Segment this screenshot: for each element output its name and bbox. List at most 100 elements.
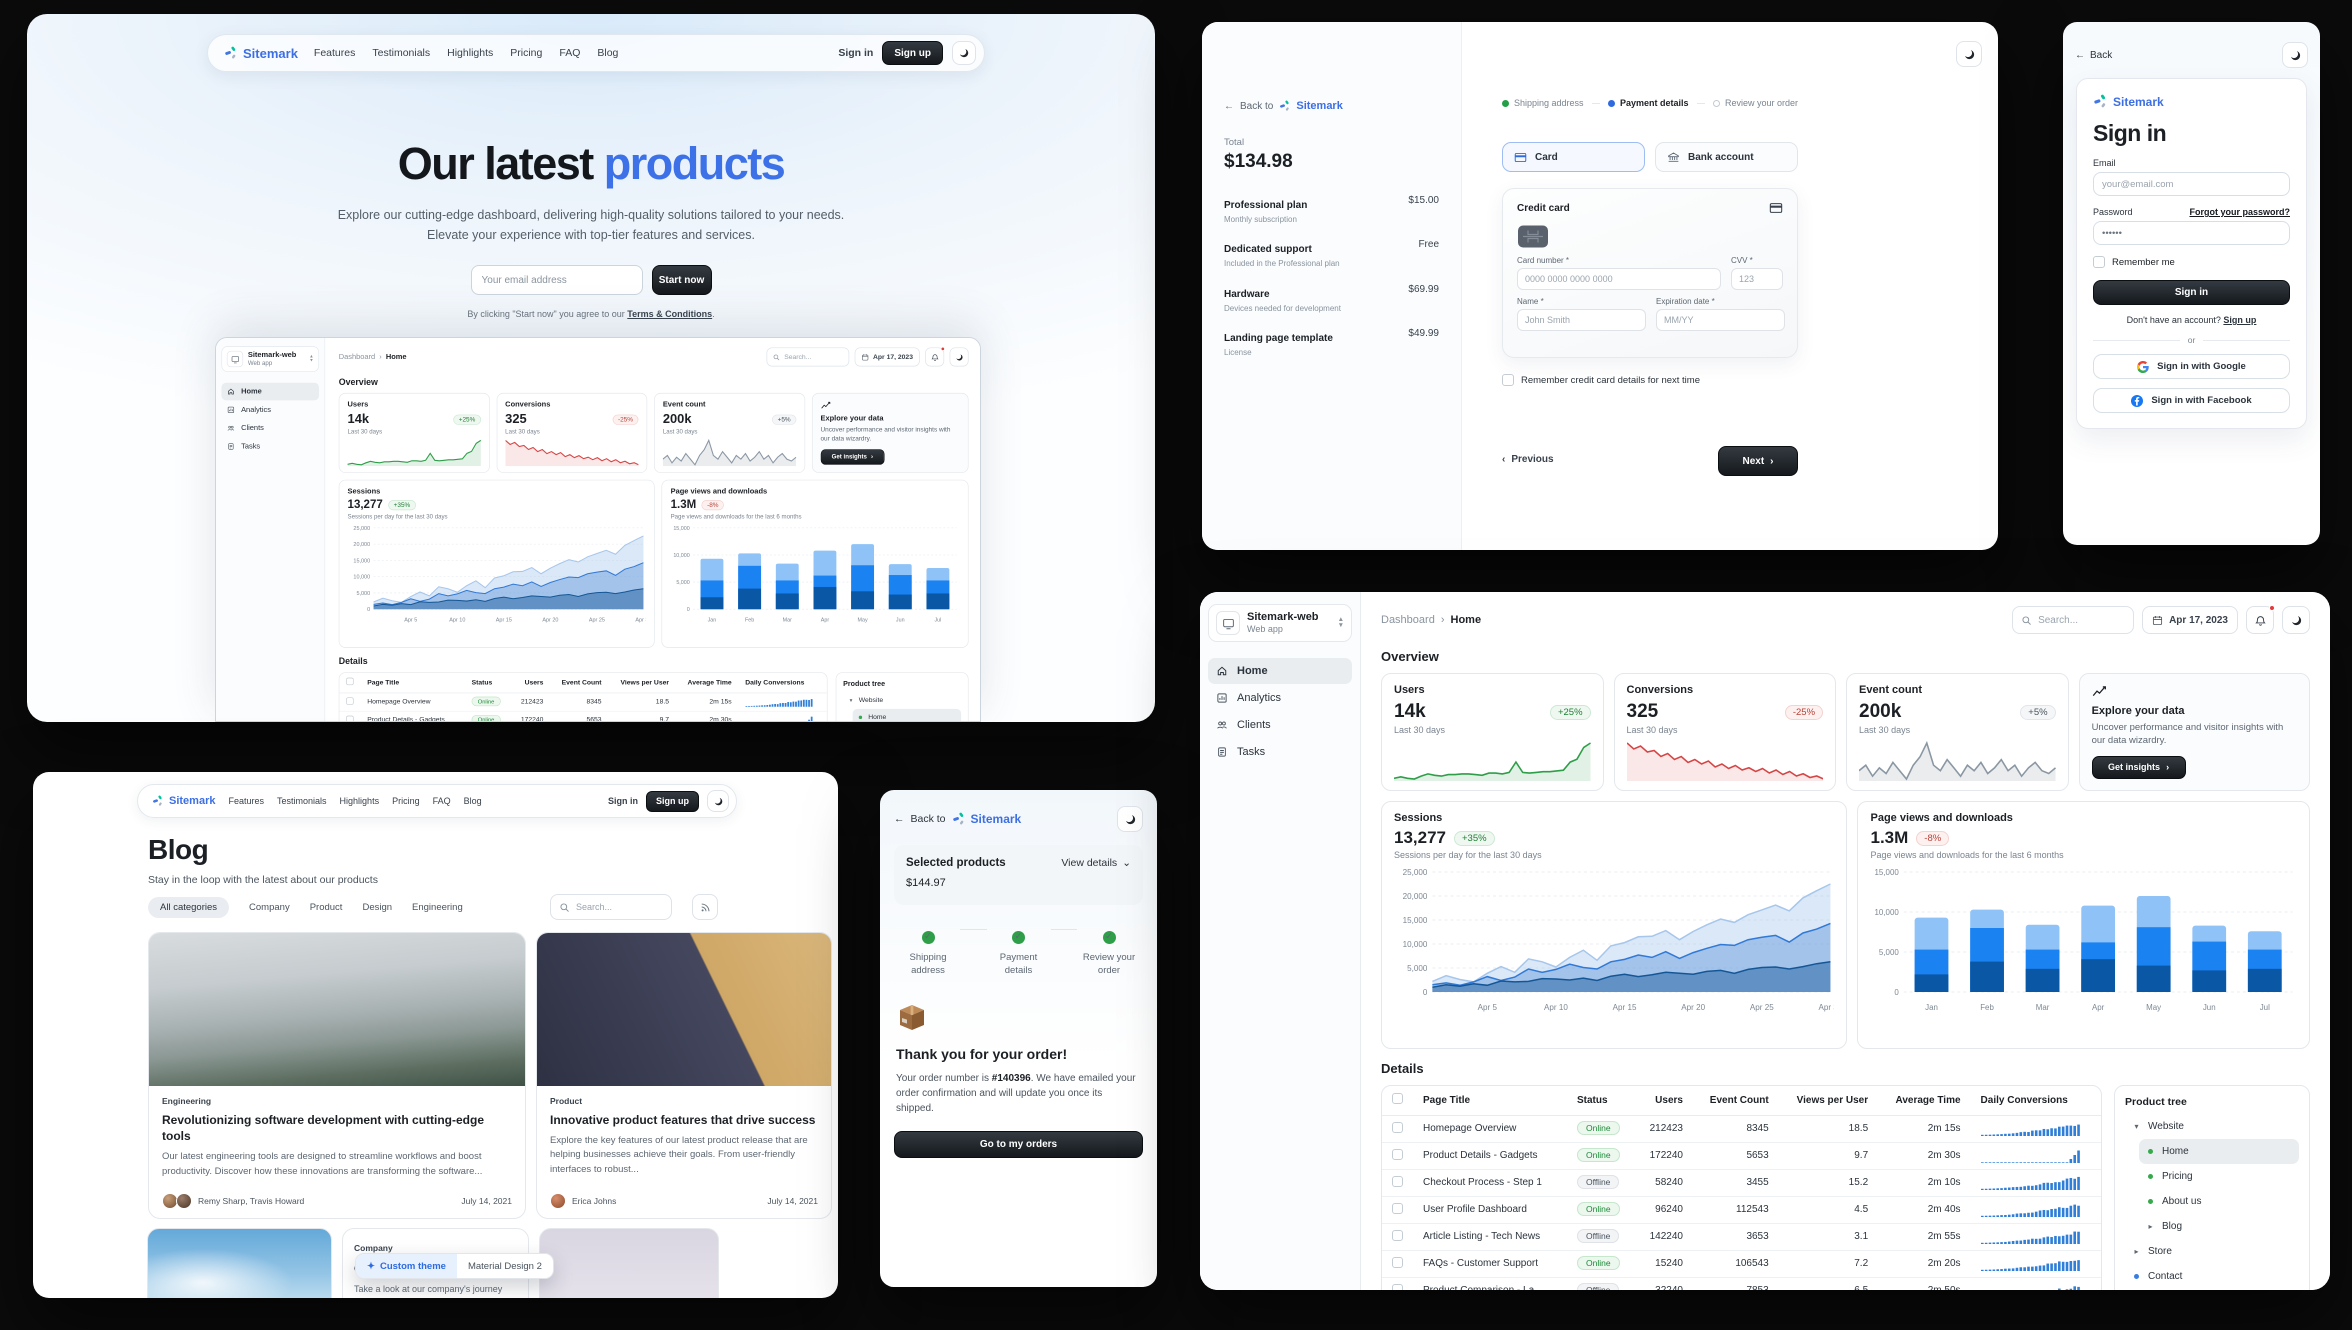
blog-post-card[interactable]: Engineering Revolutionizing software dev…	[148, 932, 526, 1219]
payment-method-card[interactable]: Card	[1502, 142, 1645, 172]
row-checkbox[interactable]	[1392, 1202, 1403, 1214]
table-row[interactable]: Homepage Overview Online 212423 8345 18.5 2m …	[339, 692, 827, 712]
tree-item-contact[interactable]: Contact	[2125, 1264, 2299, 1289]
date-picker-button[interactable]: Apr 17, 2023	[2142, 606, 2238, 634]
select-all-checkbox[interactable]	[346, 677, 354, 686]
dark-mode-toggle[interactable]	[2282, 606, 2310, 634]
previous-button[interactable]: ‹ Previous	[1502, 454, 1554, 465]
table-row[interactable]: Product Comparison - La...Offline3224078…	[1382, 1277, 2101, 1290]
sitemark-logo[interactable]: Sitemark	[952, 812, 1021, 826]
terms-link[interactable]: Terms & Conditions	[627, 309, 713, 319]
nav-link-faq[interactable]: FAQ	[432, 796, 451, 806]
custom-theme-option[interactable]: ✦ Custom theme	[356, 1254, 457, 1278]
google-sign-in-button[interactable]: Sign in with Google	[2093, 354, 2290, 379]
material-design-option[interactable]: Material Design 2	[467, 1260, 542, 1272]
row-checkbox[interactable]	[1392, 1256, 1403, 1268]
stat-card-conversions[interactable]: Conversions 325 -25% Last 30 days	[496, 392, 648, 473]
sign-in-link[interactable]: Sign in	[608, 796, 638, 806]
sign-up-link[interactable]: Sign up	[2223, 315, 2257, 325]
workspace-selector[interactable]: Sitemark-web Web app ▲ ▼	[1208, 604, 1352, 642]
card-number-input[interactable]	[1517, 268, 1721, 290]
sign-in-button[interactable]: Sign in	[2093, 280, 2290, 305]
rss-button[interactable]	[692, 894, 718, 920]
category-product[interactable]: Product	[309, 901, 343, 913]
tree-item-blog[interactable]: ▸ Blog	[2139, 1214, 2299, 1239]
col-views-per-user[interactable]: Views per User	[608, 672, 676, 693]
dark-mode-toggle[interactable]	[949, 347, 969, 367]
arrow-left-icon[interactable]: ←	[894, 813, 905, 825]
sitemark-logo[interactable]: Sitemark	[152, 795, 215, 807]
nav-link-testimonials[interactable]: Testimonials	[277, 796, 327, 806]
select-all-checkbox[interactable]	[1392, 1093, 1403, 1105]
dark-mode-toggle[interactable]	[2282, 42, 2308, 68]
name-input[interactable]	[1517, 309, 1646, 331]
row-checkbox[interactable]	[1392, 1121, 1403, 1133]
row-checkbox[interactable]	[1392, 1175, 1403, 1187]
back-label[interactable]: Back to	[910, 813, 946, 825]
sidebar-item-tasks[interactable]: Tasks	[221, 438, 319, 456]
col-users[interactable]: Users	[510, 672, 551, 693]
remember-card-checkbox[interactable]	[1502, 374, 1514, 386]
dark-mode-toggle[interactable]	[1117, 806, 1143, 832]
category-engineering[interactable]: Engineering	[412, 901, 463, 913]
tree-item-help[interactable]: Help	[2125, 1289, 2299, 1290]
search-input[interactable]	[2038, 614, 2119, 626]
next-button[interactable]: Next ›	[1718, 446, 1798, 476]
nav-link-pricing[interactable]: Pricing	[510, 47, 543, 59]
forgot-password-link[interactable]: Forgot your password?	[2189, 207, 2290, 217]
table-row[interactable]: Product Details - Gadgets Online 172240 565…	[339, 710, 827, 721]
blog-post-card[interactable]	[539, 1228, 719, 1298]
nav-link-blog[interactable]: Blog	[597, 47, 619, 59]
view-details-link[interactable]: View details ⌄	[1061, 857, 1131, 869]
col-average-time[interactable]: Average Time	[675, 672, 739, 693]
col-page-title[interactable]: Page Title	[1413, 1086, 1567, 1116]
back-link[interactable]: ← Back	[2075, 49, 2113, 61]
table-row[interactable]: Product Details - Gadgets Online 172240 565…	[1382, 1142, 2101, 1170]
blog-post-card[interactable]	[147, 1228, 332, 1298]
dark-mode-toggle[interactable]	[952, 41, 976, 65]
notifications-button[interactable]	[925, 346, 945, 367]
get-insights-button[interactable]: Get insights ›	[2091, 755, 2186, 779]
tree-item-website[interactable]: ▾ Website	[849, 696, 884, 705]
sign-up-button[interactable]: Sign up	[882, 41, 943, 65]
step-payment[interactable]: Payment details	[1608, 98, 1689, 108]
payment-method-bank[interactable]: Bank account	[1655, 142, 1798, 172]
nav-link-features[interactable]: Features	[228, 796, 265, 806]
col-views-per-user[interactable]: Views per User	[1778, 1086, 1879, 1116]
get-insights-button[interactable]: Get insights ›	[820, 448, 885, 465]
nav-link-highlights[interactable]: Highlights	[447, 47, 494, 59]
start-now-button[interactable]: Start now	[651, 265, 712, 295]
stat-card-users[interactable]: Users 14k +25% Last 30 days	[1381, 673, 1604, 791]
date-picker-button[interactable]: Apr 17, 2023	[854, 347, 920, 367]
tree-item-home[interactable]: Home	[852, 708, 962, 721]
row-checkbox[interactable]	[1392, 1148, 1403, 1160]
tree-item-home[interactable]: Home	[2139, 1139, 2299, 1164]
dashboard-search[interactable]	[766, 347, 850, 367]
nav-link-testimonials[interactable]: Testimonials	[372, 47, 431, 59]
breadcrumb-section[interactable]: Dashboard	[338, 352, 376, 362]
table-row[interactable]: User Profile Dashboard Online 96240 112543 4…	[1382, 1196, 2101, 1224]
breadcrumb-section[interactable]: Dashboard	[1381, 614, 1435, 626]
tree-item-website[interactable]: ▾ Website	[2125, 1114, 2299, 1139]
sidebar-item-analytics[interactable]: Analytics	[221, 401, 319, 419]
email-field[interactable]	[2093, 172, 2290, 196]
nav-link-features[interactable]: Features	[313, 47, 356, 59]
col-daily-conversions[interactable]: Daily Conversions	[738, 672, 827, 693]
stat-card-users[interactable]: Users 14k +25% Last 30 days	[338, 392, 490, 473]
email-input[interactable]	[470, 265, 643, 295]
dark-mode-toggle[interactable]	[707, 790, 729, 812]
tree-item-about-us[interactable]: About us	[2139, 1189, 2299, 1214]
sign-up-button[interactable]: Sign up	[646, 790, 699, 812]
sidebar-item-clients[interactable]: Clients	[1208, 712, 1352, 738]
row-checkbox[interactable]	[1392, 1229, 1403, 1241]
password-field[interactable]	[2093, 221, 2290, 245]
sidebar-item-home[interactable]: Home	[221, 382, 320, 401]
category-company[interactable]: Company	[249, 901, 290, 913]
table-row[interactable]: Homepage Overview Online 212423 8345 18.5 2m …	[1382, 1115, 2101, 1143]
category-chip-all[interactable]: All categories	[148, 896, 230, 918]
col-event-count[interactable]: Event Count	[550, 672, 609, 693]
col-status[interactable]: Status	[1567, 1086, 1635, 1116]
remember-me-checkbox[interactable]	[2093, 256, 2105, 268]
blog-search[interactable]	[550, 894, 672, 920]
step-shipping[interactable]: Shipping address	[1502, 98, 1584, 108]
